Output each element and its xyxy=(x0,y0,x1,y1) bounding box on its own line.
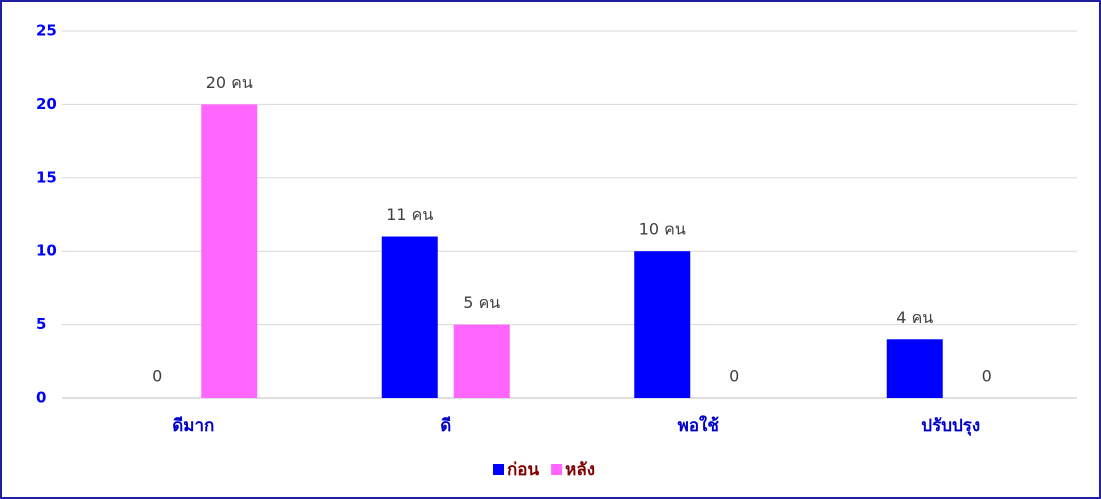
value-label: 0 xyxy=(152,367,162,386)
y-tick-label: 0 xyxy=(36,389,46,407)
x-tick-label: พอใช้ xyxy=(678,415,720,436)
bar xyxy=(453,324,510,398)
value-label: 0 xyxy=(982,367,992,386)
legend-label: หลัง xyxy=(565,460,595,480)
y-tick-label: 5 xyxy=(36,315,46,333)
bar xyxy=(381,236,438,398)
bar xyxy=(886,339,943,398)
y-tick-label: 15 xyxy=(36,168,57,186)
bar xyxy=(201,104,258,399)
y-tick-label: 25 xyxy=(36,22,57,40)
value-label: 5 คน xyxy=(463,293,500,312)
value-label: 20 คน xyxy=(206,73,253,92)
y-tick-label: 10 xyxy=(36,242,57,260)
value-label: 10 คน xyxy=(639,220,686,239)
bar xyxy=(634,251,691,398)
y-tick-label: 20 xyxy=(36,95,57,113)
legend-label: ก่อน xyxy=(507,460,540,480)
legend-swatch xyxy=(551,464,563,475)
x-tick-label: ปรับปรุง xyxy=(921,416,980,436)
value-label: 11 คน xyxy=(386,205,433,224)
x-tick-label: ดี xyxy=(440,415,451,436)
legend-swatch xyxy=(493,464,504,475)
x-tick-label: ดีมาก xyxy=(172,415,214,436)
value-label: 4 คน xyxy=(896,308,933,327)
value-label: 0 xyxy=(729,367,739,386)
